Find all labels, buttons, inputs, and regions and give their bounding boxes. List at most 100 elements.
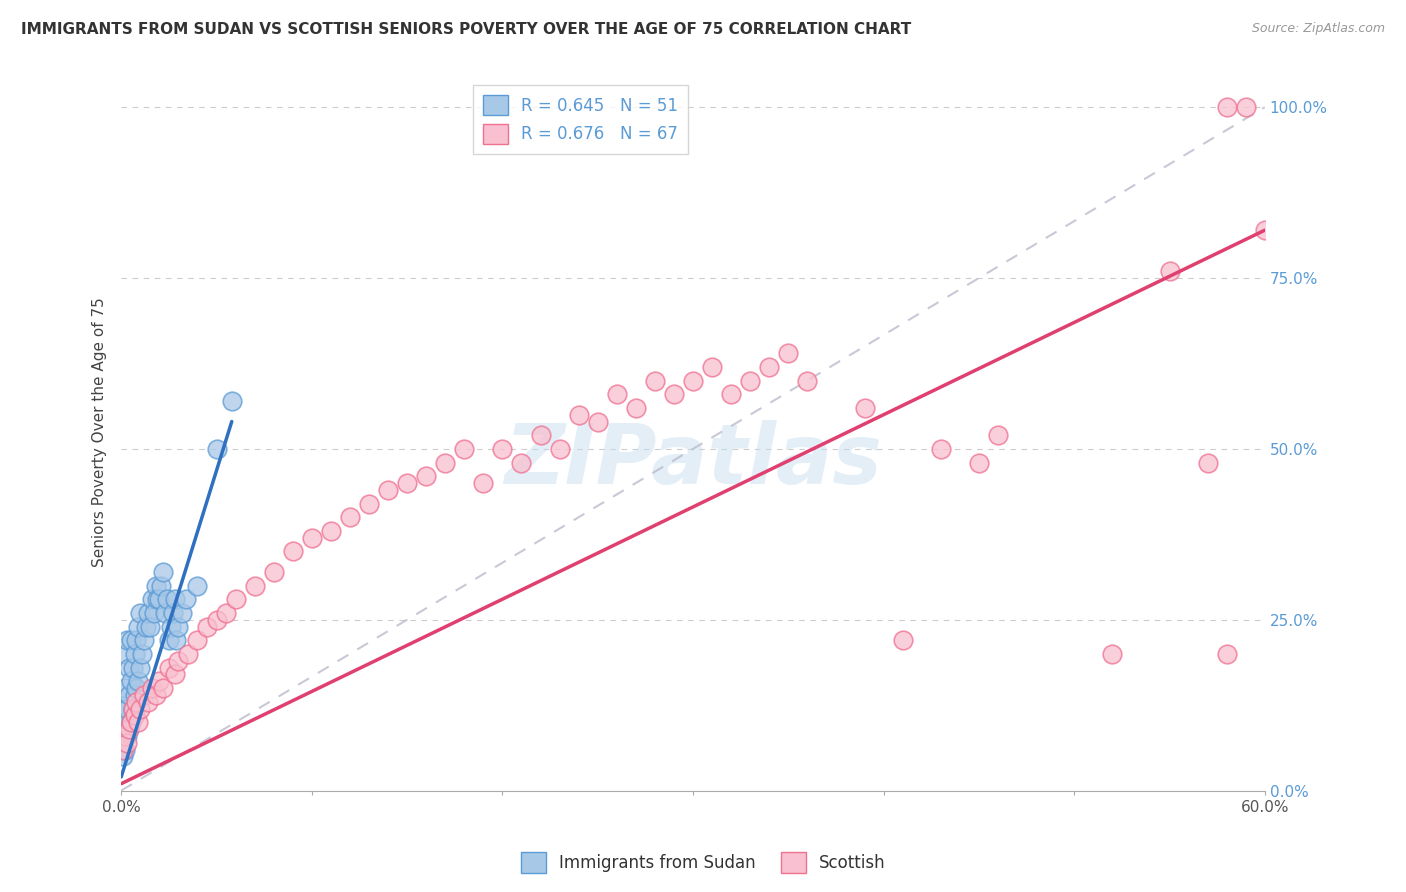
Point bbox=[1234, 100, 1257, 114]
Point bbox=[121, 660, 143, 674]
Point bbox=[152, 565, 174, 579]
Point bbox=[720, 387, 742, 401]
Point bbox=[118, 660, 141, 674]
Point bbox=[127, 715, 149, 730]
Point bbox=[1216, 647, 1239, 661]
Point bbox=[136, 695, 159, 709]
Point bbox=[740, 374, 762, 388]
Point bbox=[125, 633, 148, 648]
Point bbox=[472, 475, 495, 490]
Point bbox=[163, 592, 186, 607]
Point bbox=[987, 428, 1010, 442]
Point bbox=[146, 592, 169, 607]
Point bbox=[120, 633, 142, 648]
Point bbox=[145, 688, 167, 702]
Point bbox=[115, 729, 138, 743]
Point bbox=[114, 647, 136, 661]
Point bbox=[115, 633, 138, 648]
Point bbox=[174, 592, 197, 607]
Point bbox=[153, 606, 176, 620]
Point bbox=[156, 592, 179, 607]
Point bbox=[132, 633, 155, 648]
Point bbox=[377, 483, 399, 497]
Point bbox=[127, 619, 149, 633]
Point bbox=[163, 667, 186, 681]
Point bbox=[125, 695, 148, 709]
Point bbox=[891, 633, 914, 648]
Point bbox=[139, 619, 162, 633]
Legend: R = 0.645   N = 51, R = 0.676   N = 67: R = 0.645 N = 51, R = 0.676 N = 67 bbox=[472, 85, 688, 154]
Point bbox=[453, 442, 475, 456]
Point bbox=[1254, 223, 1277, 237]
Point bbox=[301, 531, 323, 545]
Point bbox=[434, 456, 457, 470]
Point bbox=[145, 578, 167, 592]
Point bbox=[529, 428, 551, 442]
Text: IMMIGRANTS FROM SUDAN VS SCOTTISH SENIORS POVERTY OVER THE AGE OF 75 CORRELATION: IMMIGRANTS FROM SUDAN VS SCOTTISH SENIOR… bbox=[21, 22, 911, 37]
Point bbox=[186, 578, 208, 592]
Point bbox=[157, 633, 180, 648]
Text: Source: ZipAtlas.com: Source: ZipAtlas.com bbox=[1251, 22, 1385, 36]
Point bbox=[148, 592, 170, 607]
Point bbox=[125, 681, 148, 695]
Point bbox=[167, 654, 190, 668]
Point bbox=[167, 619, 190, 633]
Point bbox=[124, 647, 146, 661]
Point bbox=[114, 742, 136, 756]
Point bbox=[682, 374, 704, 388]
Point bbox=[624, 401, 647, 415]
Point bbox=[172, 606, 194, 620]
Point bbox=[778, 346, 800, 360]
Point bbox=[142, 606, 165, 620]
Point bbox=[124, 688, 146, 702]
Point bbox=[120, 715, 142, 730]
Point bbox=[148, 674, 170, 689]
Point bbox=[127, 674, 149, 689]
Point bbox=[129, 701, 152, 715]
Point bbox=[243, 578, 266, 592]
Point bbox=[1216, 100, 1239, 114]
Point bbox=[114, 729, 136, 743]
Point bbox=[263, 565, 285, 579]
Point bbox=[700, 359, 723, 374]
Point bbox=[157, 660, 180, 674]
Point bbox=[215, 606, 238, 620]
Point bbox=[758, 359, 780, 374]
Point bbox=[124, 708, 146, 723]
Point bbox=[166, 633, 188, 648]
Point bbox=[120, 715, 142, 730]
Text: ZIPatlas: ZIPatlas bbox=[505, 420, 882, 501]
Point bbox=[159, 619, 181, 633]
Point bbox=[396, 475, 419, 490]
Point bbox=[120, 674, 142, 689]
Point bbox=[606, 387, 628, 401]
Point bbox=[186, 633, 208, 648]
Point bbox=[967, 456, 990, 470]
Point bbox=[131, 647, 153, 661]
Point bbox=[121, 701, 143, 715]
Point bbox=[136, 606, 159, 620]
Point bbox=[853, 401, 876, 415]
Point bbox=[150, 578, 173, 592]
Point bbox=[135, 619, 157, 633]
Point bbox=[129, 660, 152, 674]
Point bbox=[319, 524, 342, 538]
Point bbox=[177, 647, 200, 661]
Point bbox=[112, 729, 135, 743]
Point bbox=[568, 408, 591, 422]
Point bbox=[121, 701, 143, 715]
Point bbox=[281, 544, 304, 558]
Point bbox=[115, 701, 138, 715]
Point bbox=[112, 749, 135, 764]
Point bbox=[141, 592, 163, 607]
Point bbox=[118, 722, 141, 736]
Point bbox=[112, 701, 135, 715]
Point bbox=[586, 415, 609, 429]
Point bbox=[205, 442, 228, 456]
Point bbox=[225, 592, 247, 607]
Point bbox=[114, 681, 136, 695]
Point bbox=[129, 606, 152, 620]
Point bbox=[548, 442, 571, 456]
Point bbox=[152, 681, 174, 695]
Point bbox=[118, 722, 141, 736]
